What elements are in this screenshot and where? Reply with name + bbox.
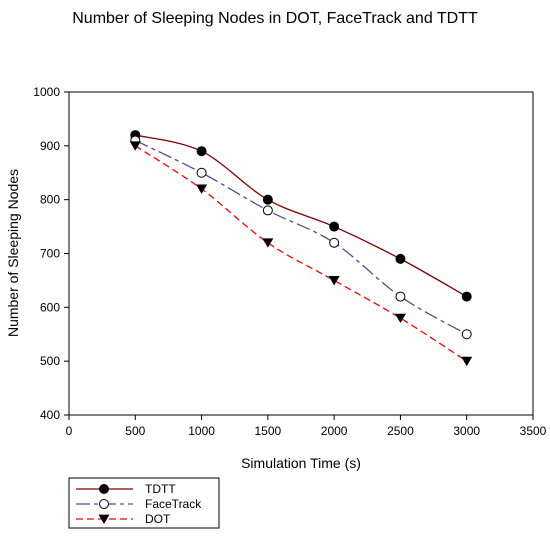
y-axis: 400 500 600 700 800 900 1000: [33, 85, 69, 422]
y-tick-label: 1000: [33, 85, 60, 99]
data-point-tdtt: [196, 146, 207, 157]
data-point-dot: [394, 313, 406, 324]
data-point-dot: [129, 141, 141, 151]
data-point-tdtt: [262, 194, 273, 205]
y-tick-label: 900: [40, 139, 60, 153]
data-point-dot: [328, 276, 340, 286]
x-tick-label: 1500: [255, 424, 282, 438]
legend-box: [68, 477, 220, 529]
series-line-dot: [134, 145, 468, 362]
data-point-dot: [196, 184, 208, 194]
data-point-facetrack: [329, 237, 340, 248]
legend-item-dot: DOT: [76, 512, 171, 526]
legend-label-tdtt: TDTT: [145, 482, 176, 496]
series-layer: [129, 130, 473, 367]
x-tick-label: 2000: [321, 424, 348, 438]
legend-item-tdtt: TDTT: [76, 482, 176, 496]
data-point-facetrack: [262, 205, 273, 216]
x-tick-label: 1000: [188, 424, 215, 438]
legend-marker-facetrack: [99, 499, 109, 509]
x-tick-label: 500: [125, 424, 145, 438]
data-point-dot: [461, 356, 473, 367]
data-point-facetrack: [395, 291, 406, 302]
data-point-tdtt: [461, 291, 472, 302]
data-point-dot: [262, 238, 274, 248]
legend-label-facetrack: FaceTrack: [145, 497, 202, 511]
legend-item-facetrack: FaceTrack: [76, 497, 202, 511]
data-point-facetrack: [196, 167, 207, 178]
series-line-tdtt: [135, 134, 468, 298]
data-point-tdtt: [329, 221, 340, 232]
series-tdtt: [130, 130, 472, 302]
x-tick-label: 3500: [520, 424, 547, 438]
y-tick-label: 800: [40, 193, 60, 207]
data-point-tdtt: [395, 253, 406, 264]
series-line-facetrack: [135, 139, 468, 335]
legend-label-dot: DOT: [145, 512, 171, 526]
x-tick-label: 2500: [387, 424, 414, 438]
x-axis: 0 500 1000 1500 2000 2500 3000 3500: [66, 415, 547, 438]
y-tick-label: 400: [40, 408, 60, 422]
y-tick-label: 700: [40, 247, 60, 261]
y-tick-label: 500: [40, 354, 60, 368]
chart-title: Number of Sleeping Nodes in DOT, FaceTra…: [72, 10, 478, 27]
y-tick-label: 600: [40, 300, 60, 314]
y-axis-label: Number of Sleeping Nodes: [5, 169, 21, 337]
legend-marker-dot: [98, 514, 110, 524]
series-facetrack: [130, 135, 472, 340]
series-dot: [129, 141, 473, 367]
x-axis-label: Simulation Time (s): [241, 455, 361, 471]
legend-marker-tdtt: [99, 484, 109, 494]
data-point-facetrack: [461, 329, 472, 340]
x-tick-label: 0: [66, 424, 73, 438]
x-tick-label: 3000: [453, 424, 480, 438]
